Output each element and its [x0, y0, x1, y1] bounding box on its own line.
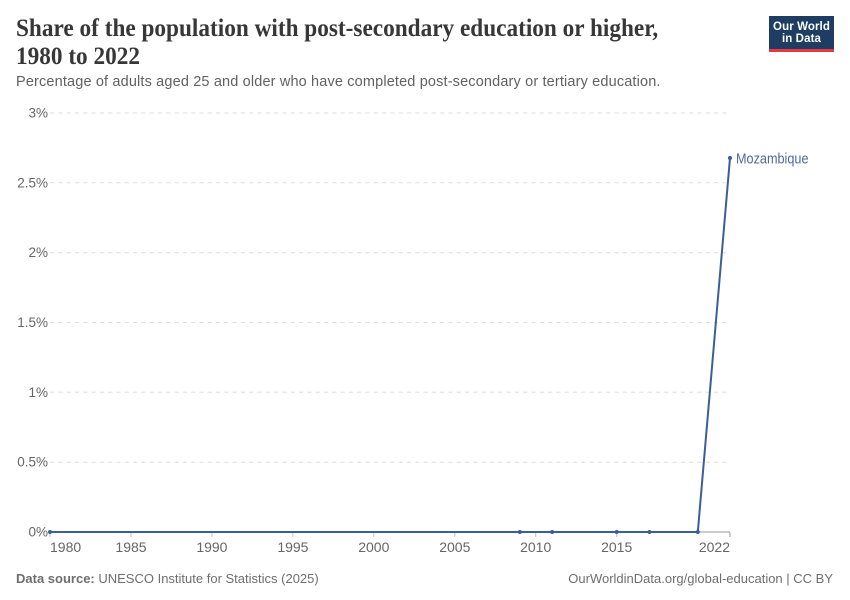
svg-text:3%: 3%	[28, 106, 48, 121]
svg-text:1980: 1980	[50, 539, 81, 555]
svg-text:1.5%: 1.5%	[17, 315, 48, 330]
svg-text:2000: 2000	[358, 539, 389, 555]
svg-text:1990: 1990	[196, 539, 227, 555]
svg-text:0%: 0%	[28, 525, 48, 540]
svg-text:1%: 1%	[28, 385, 48, 400]
svg-text:2022: 2022	[699, 539, 730, 555]
svg-text:1995: 1995	[277, 539, 308, 555]
svg-text:2.5%: 2.5%	[17, 175, 48, 190]
svg-text:0.5%: 0.5%	[17, 455, 48, 470]
svg-text:2015: 2015	[601, 539, 632, 555]
svg-text:2005: 2005	[439, 539, 470, 555]
svg-text:1985: 1985	[115, 539, 146, 555]
svg-text:Mozambique: Mozambique	[736, 152, 809, 168]
svg-text:2%: 2%	[28, 245, 48, 260]
svg-text:2010: 2010	[520, 539, 551, 555]
